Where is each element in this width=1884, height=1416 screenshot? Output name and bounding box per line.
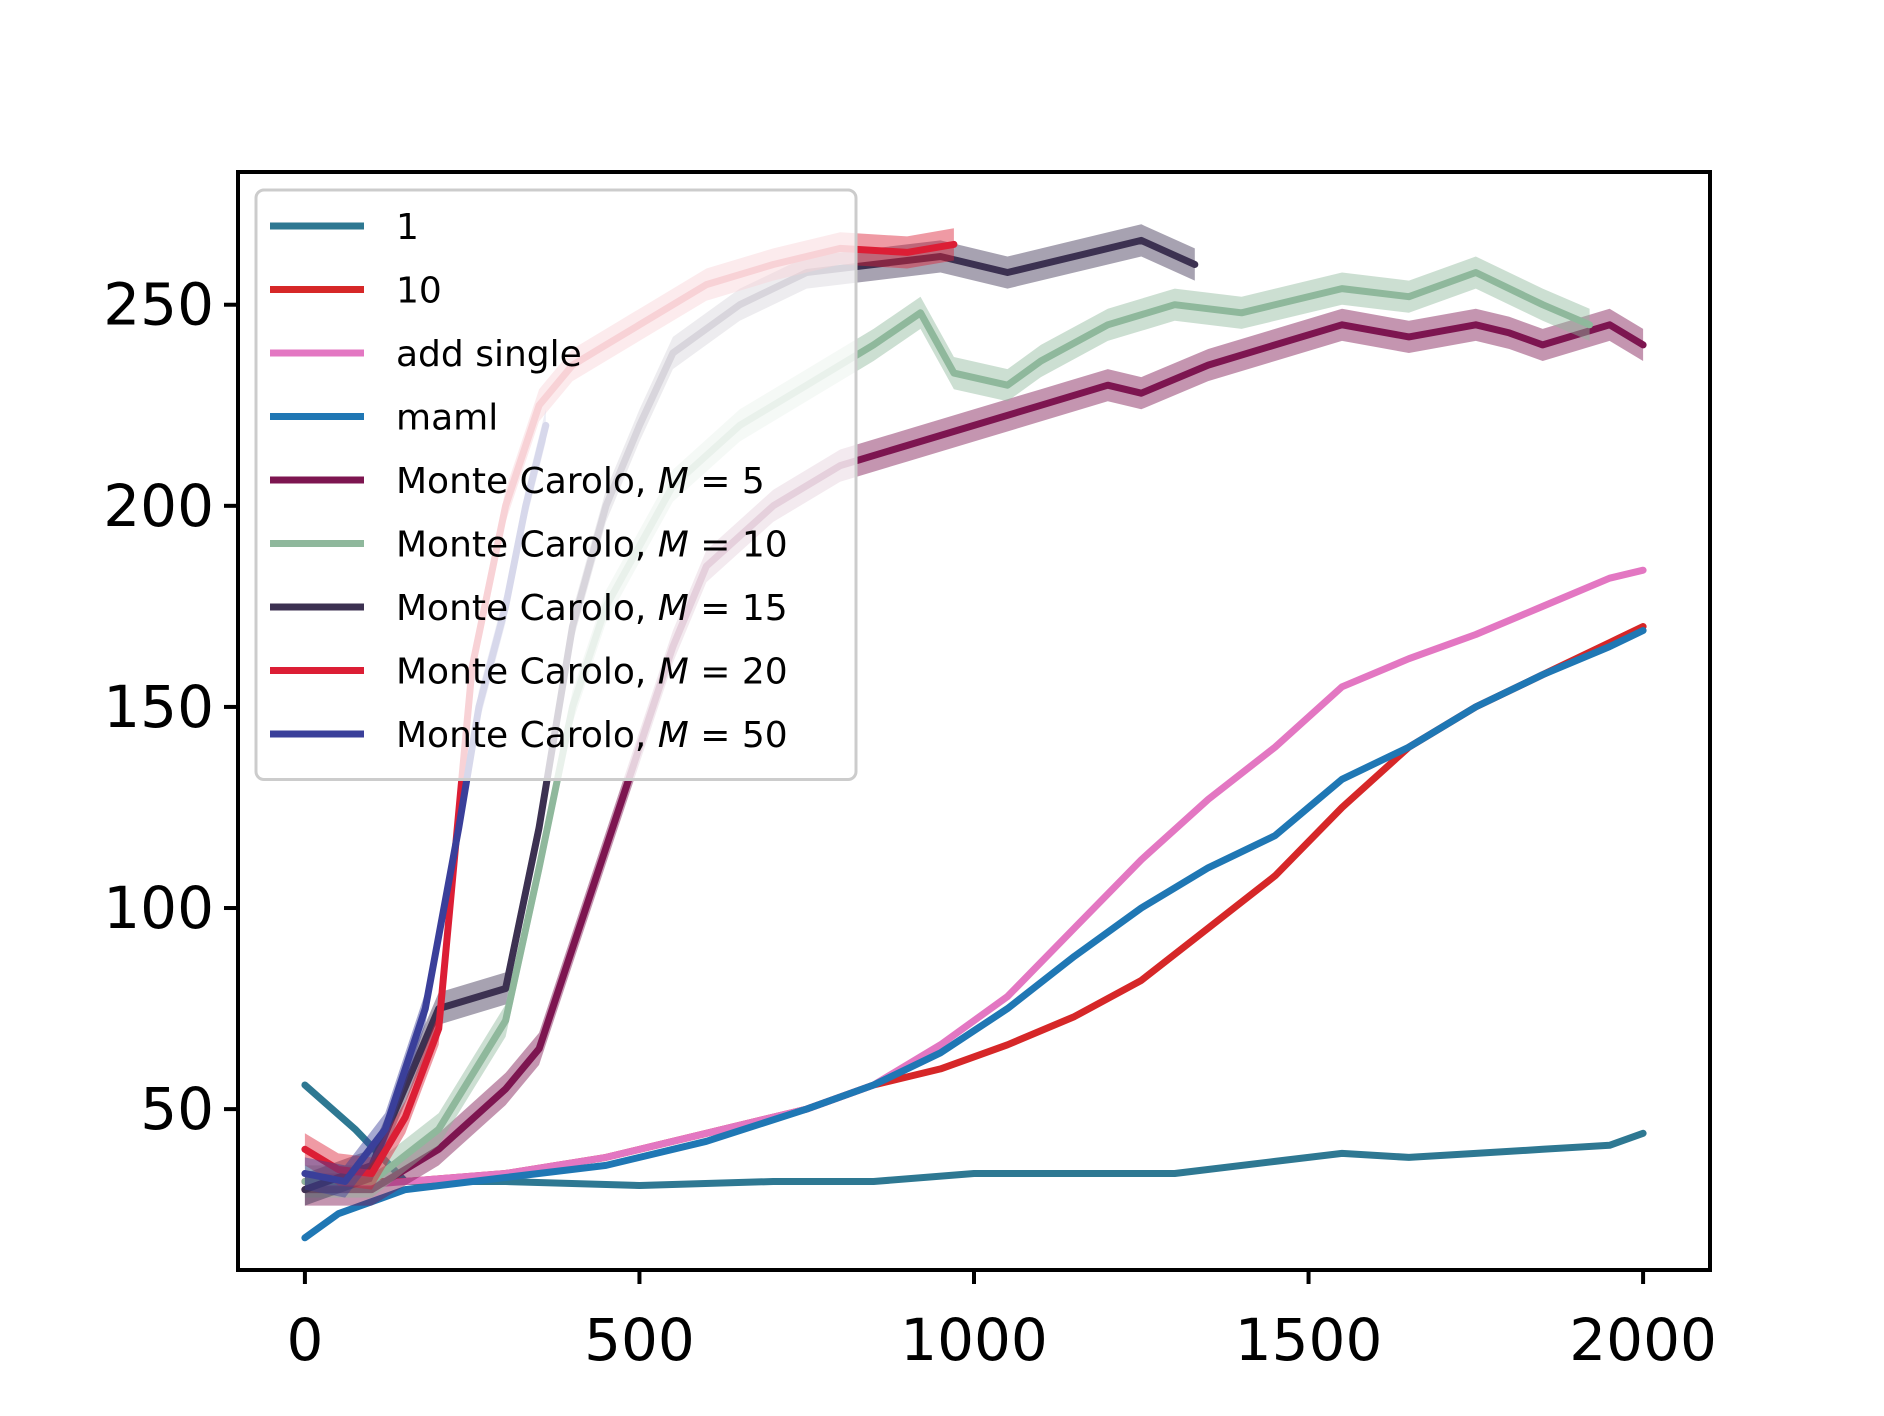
legend-item: 1 [270,207,419,248]
legend-item: maml [270,398,498,439]
legend-label: 1 [396,207,419,248]
legend-box [254,188,858,781]
legend-item: Monte Carolo, M = 15 [270,588,788,629]
series-add-single [301,566,1647,1194]
legend: 1 10 add single maml Monte Carolo, M = 5 Mont… [254,188,858,781]
series-maml [301,627,1647,1242]
x-tick-label: 2000 [1569,1306,1717,1374]
legend-label: 10 [396,271,442,312]
legend-label: Monte Carolo, M = 50 [396,715,788,756]
series-line-add-single [301,566,1647,1194]
series-monte-carolo-m-5 [301,308,1647,1206]
y-tick-label: 200 [103,472,214,540]
legend-label: Monte Carolo, M = 20 [396,652,788,693]
legend-label: Monte Carolo, M = 15 [396,588,788,629]
x-tick-label: 500 [584,1306,695,1374]
x-tick-label: 1500 [1235,1306,1383,1374]
series-line-maml [301,627,1647,1242]
legend-item: Monte Carolo, M = 50 [270,715,788,756]
y-tick-label: 250 [103,271,214,339]
legend-label: add single [396,334,582,375]
y-tick-label: 100 [103,874,214,942]
x-tick-label: 1000 [900,1306,1048,1374]
series-monte-carolo-m-10 [301,256,1594,1198]
legend-label: maml [396,398,498,439]
ticks-layer: 0 500 1000 1500 2000 50 100 150 200 250 [103,271,1717,1374]
legend-item: add single [270,334,582,375]
series-line-monte-carolo-m-5 [301,321,1647,1194]
legend-item: Monte Carolo, M = 20 [270,652,788,693]
legend-item: Monte Carolo, M = 5 [270,461,765,502]
x-tick-label: 0 [286,1306,323,1374]
y-tick-label: 50 [140,1075,214,1143]
legend-label: Monte Carolo, M = 10 [396,525,788,566]
legend-item: 10 [270,271,442,312]
legend-item: Monte Carolo, M = 10 [270,525,788,566]
legend-label: Monte Carolo, M = 5 [396,461,765,502]
y-tick-label: 150 [103,673,214,741]
series-line-monte-carolo-m-10 [301,269,1594,1185]
